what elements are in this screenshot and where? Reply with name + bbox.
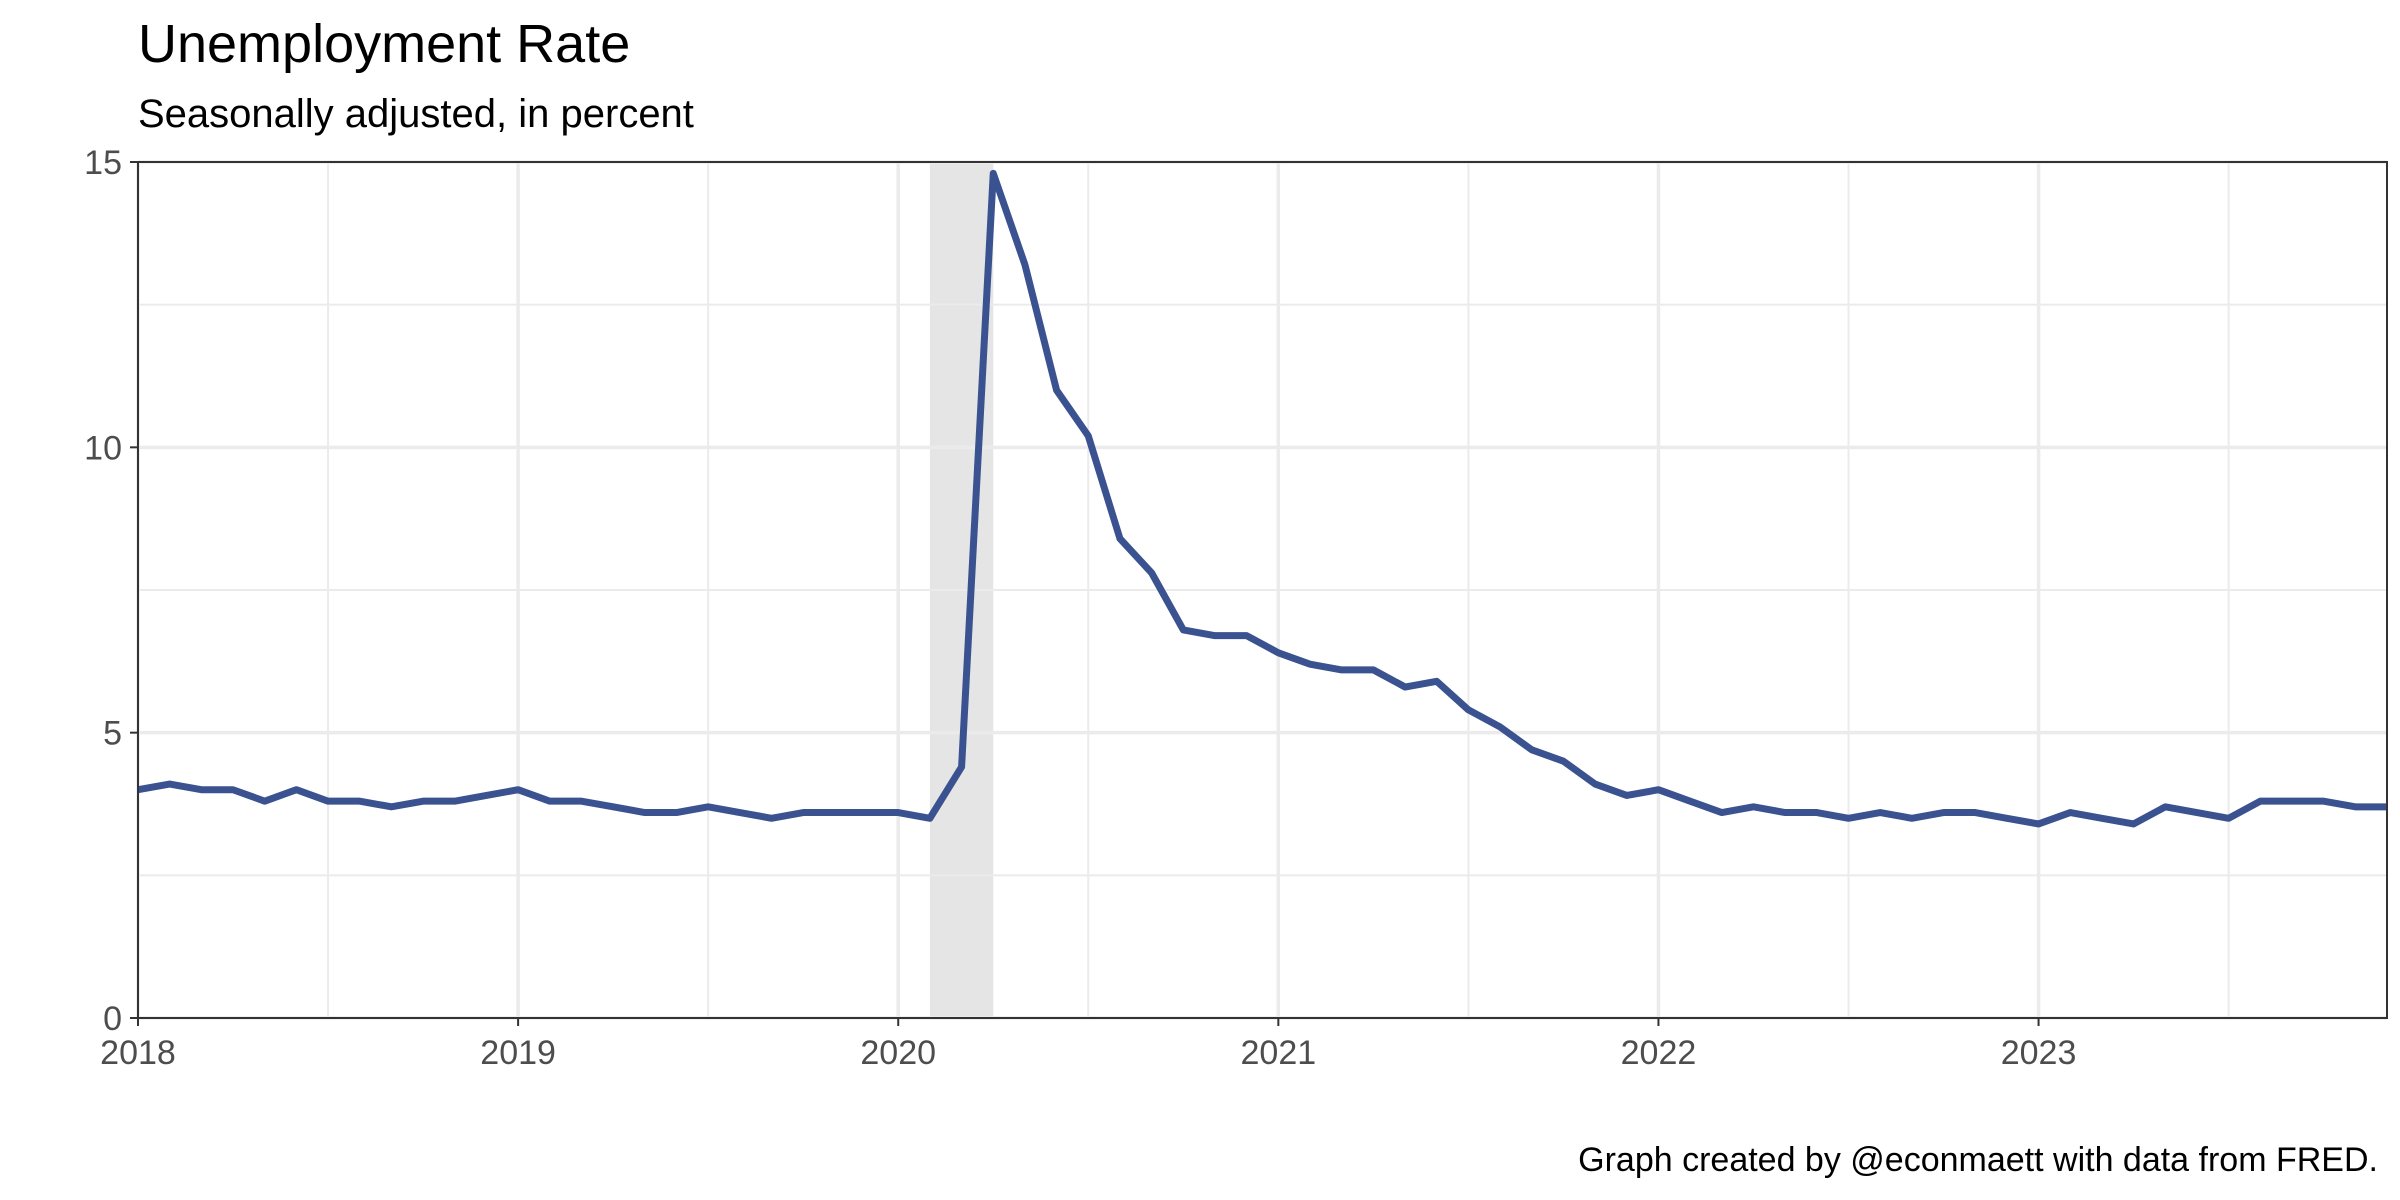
chart-title: Unemployment Rate bbox=[138, 14, 630, 74]
x-tick-label: 2019 bbox=[480, 1034, 556, 1072]
x-tick-label: 2023 bbox=[2001, 1034, 2077, 1072]
chart-subtitle: Seasonally adjusted, in percent bbox=[138, 92, 694, 136]
y-tick-label: 5 bbox=[103, 715, 122, 753]
panel-border bbox=[137, 161, 2388, 1019]
x-tick-label: 2021 bbox=[1241, 1034, 1317, 1072]
y-tick-label: 0 bbox=[103, 1000, 122, 1038]
x-tick-label: 2020 bbox=[860, 1034, 936, 1072]
series-line bbox=[137, 169, 2387, 828]
line-layer bbox=[137, 169, 2387, 828]
tick-layer: 0 5 10 15 2018 2019 2020 2021 2022 2023 bbox=[84, 144, 2076, 1072]
plot-area: 0 5 10 15 2018 2019 2020 2021 2022 2023 bbox=[84, 144, 2388, 1072]
x-tick-label: 2022 bbox=[1621, 1034, 1697, 1072]
y-tick-label: 10 bbox=[84, 429, 122, 467]
y-tick-label: 15 bbox=[84, 144, 122, 182]
chart-caption: Graph created by @econmaett with data fr… bbox=[1578, 1141, 2378, 1179]
x-tick-label: 2018 bbox=[100, 1034, 176, 1072]
